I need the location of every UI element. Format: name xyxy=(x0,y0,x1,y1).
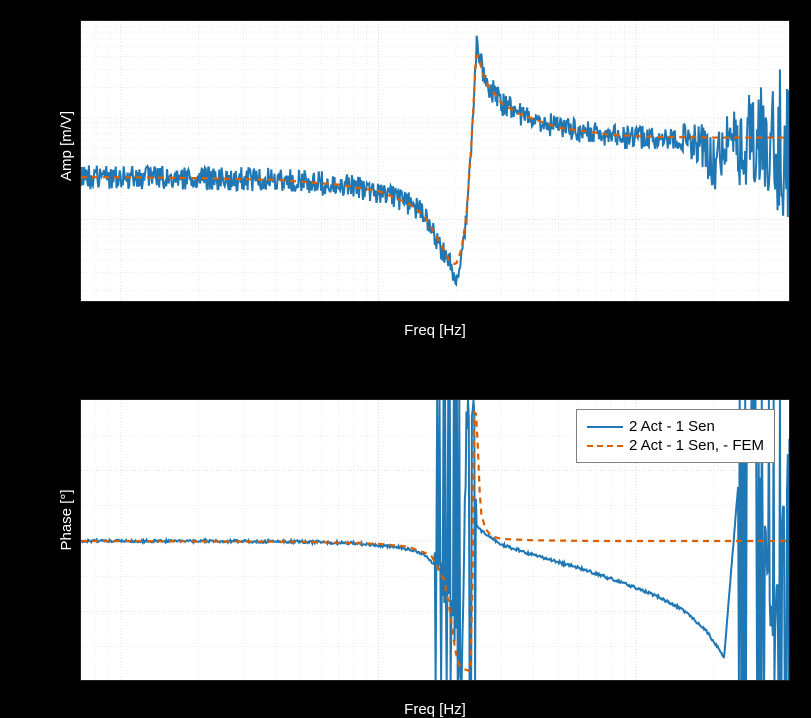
legend-label: 2 Act - 1 Sen, - FEM xyxy=(629,437,764,454)
series-line xyxy=(81,56,790,264)
legend-swatch xyxy=(587,445,623,447)
phase-xlabel: Freq [Hz] xyxy=(80,701,790,718)
legend: 2 Act - 1 Sen 2 Act - 1 Sen, - FEM xyxy=(576,409,775,463)
magnitude-ylabel: Amp [m/V] xyxy=(58,86,75,206)
magnitude-plot xyxy=(80,20,790,302)
legend-item: 2 Act - 1 Sen xyxy=(587,418,764,435)
legend-item: 2 Act - 1 Sen, - FEM xyxy=(587,437,764,454)
legend-swatch xyxy=(587,426,623,428)
phase-ylabel: Phase [°] xyxy=(58,460,75,580)
magnitude-xlabel: Freq [Hz] xyxy=(80,322,790,339)
phase-plot: 2 Act - 1 Sen 2 Act - 1 Sen, - FEM xyxy=(80,399,790,681)
series-line xyxy=(81,36,790,285)
legend-label: 2 Act - 1 Sen xyxy=(629,418,715,435)
